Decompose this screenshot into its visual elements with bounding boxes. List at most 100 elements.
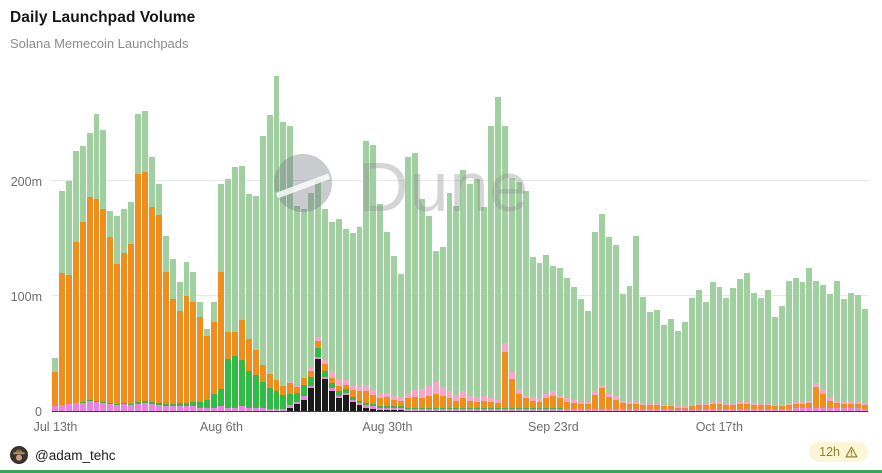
bar[interactable] [453,206,460,411]
bar[interactable] [723,298,730,411]
bar[interactable] [121,208,128,411]
bar[interactable] [764,290,771,411]
bar[interactable] [432,251,439,411]
bar[interactable] [135,114,141,411]
bar[interactable] [252,195,259,411]
bar[interactable] [543,254,550,411]
bar[interactable] [183,261,190,411]
bar[interactable] [197,301,204,411]
bar[interactable] [488,125,494,411]
bar[interactable] [674,330,681,411]
bar[interactable] [308,192,315,411]
bar[interactable] [709,282,716,411]
bar[interactable] [266,115,273,411]
bar[interactable] [294,206,301,411]
bar[interactable] [141,110,148,411]
bar[interactable] [633,236,640,411]
bar[interactable] [335,218,342,411]
bar[interactable] [584,310,591,411]
bar[interactable] [79,146,86,411]
bar[interactable] [695,290,702,411]
bar[interactable] [155,184,162,411]
bar[interactable] [771,316,778,411]
bar[interactable] [100,130,107,411]
bar[interactable] [619,293,626,411]
bar[interactable] [93,114,100,411]
bar[interactable] [861,308,868,411]
bar[interactable] [792,277,799,411]
bar[interactable] [474,178,481,411]
bar[interactable] [834,281,841,411]
bar[interactable] [342,229,349,411]
bar[interactable] [820,284,827,411]
bar[interactable] [654,309,661,411]
bar[interactable] [460,169,467,411]
bar[interactable] [481,207,488,411]
bar[interactable] [446,192,453,411]
bar[interactable] [176,282,183,411]
bar[interactable] [744,273,751,411]
bar[interactable] [605,237,612,411]
bar[interactable] [58,191,65,411]
bar[interactable] [328,222,335,411]
bar[interactable] [218,184,225,411]
freshness-badge[interactable]: 12h [809,442,868,462]
bar[interactable] [668,319,674,411]
bar[interactable] [321,208,328,411]
bar[interactable] [578,299,584,411]
bar[interactable] [647,312,654,411]
bar[interactable] [377,204,384,411]
author-link[interactable]: @adam_tehc [35,447,116,463]
bar[interactable] [356,227,363,411]
bar[interactable] [363,140,370,411]
bar[interactable] [439,246,446,411]
bar[interactable] [411,153,418,411]
bar[interactable] [65,181,72,411]
bar[interactable] [848,292,854,411]
bar[interactable] [398,274,405,411]
bar[interactable] [52,358,58,411]
bar[interactable] [515,182,522,411]
bar[interactable] [349,232,356,411]
bar[interactable] [169,259,176,411]
bar[interactable] [564,277,571,411]
bar[interactable] [661,324,668,411]
bar[interactable] [405,156,411,411]
bar[interactable] [315,178,321,411]
bar[interactable] [107,210,114,411]
bar[interactable] [508,177,515,411]
bar[interactable] [778,306,785,411]
bar[interactable] [688,298,695,411]
bar[interactable] [841,299,848,411]
bar[interactable] [467,184,474,411]
bar[interactable] [702,301,709,411]
bar[interactable] [114,215,121,411]
bar[interactable] [204,329,211,411]
bar[interactable] [162,236,169,411]
bar[interactable] [384,231,391,411]
bar[interactable] [598,214,605,411]
bar[interactable] [245,193,252,411]
bar[interactable] [854,294,861,411]
bar[interactable] [758,298,764,411]
bar[interactable] [370,145,377,411]
bar[interactable] [128,201,135,411]
bar[interactable] [287,125,294,411]
bar[interactable] [238,166,245,411]
bar[interactable] [391,255,398,411]
bar[interactable] [522,191,529,411]
bar[interactable] [557,268,564,411]
bar[interactable] [681,322,688,411]
bar[interactable] [259,136,266,411]
bar[interactable] [737,278,744,411]
bar[interactable] [626,285,633,411]
bar[interactable] [501,125,508,411]
bar[interactable] [730,287,737,411]
bar[interactable] [418,199,425,411]
bar[interactable] [301,208,308,411]
bar[interactable] [190,271,197,411]
bar[interactable] [813,281,820,411]
bar[interactable] [495,97,501,411]
bar[interactable] [280,122,287,411]
bar[interactable] [273,76,280,411]
